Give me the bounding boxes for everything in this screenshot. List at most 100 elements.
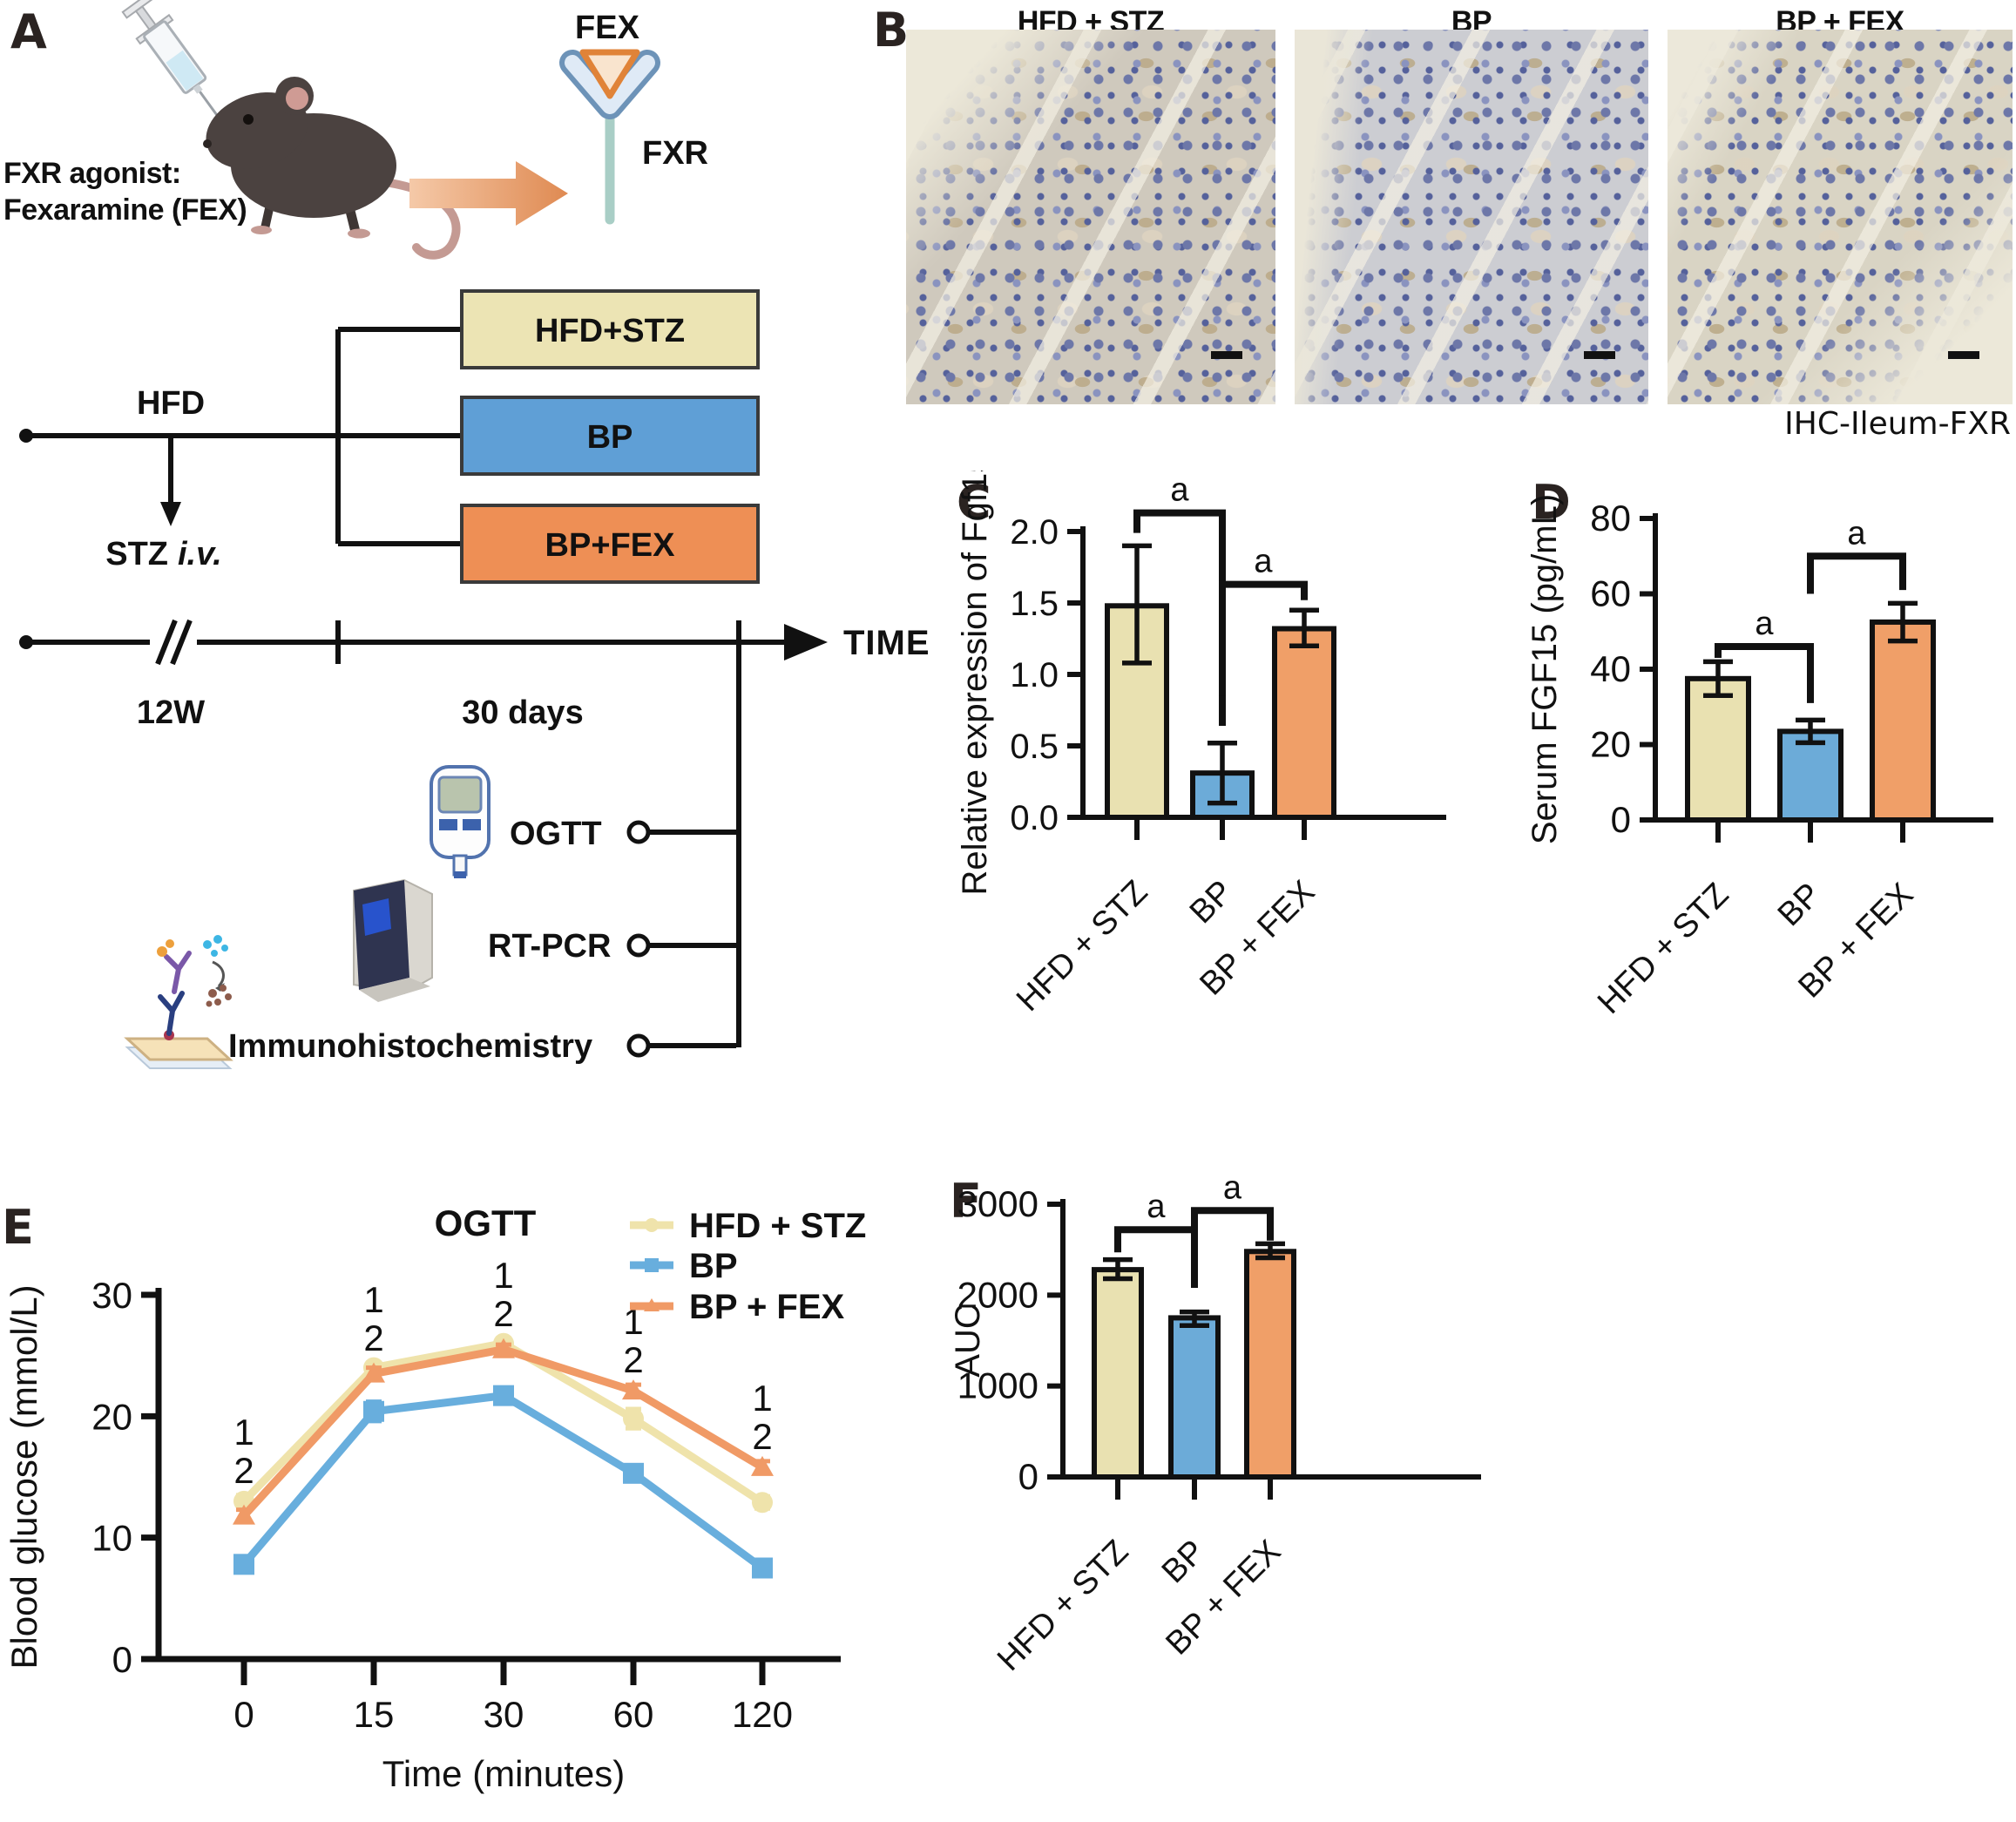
category-label: BP [1155,1534,1213,1591]
stz-label: STZ [105,536,168,572]
category-label: HFD + STZ [1010,874,1154,1019]
bar-hfd-stz [1105,543,1169,820]
panel-d-label: D [1532,475,1571,530]
glucometer-icon [430,765,490,878]
bar-hfd-stz [1685,659,1751,823]
syringe-icon [121,0,219,117]
tissue-lumen [1668,30,2013,404]
mouse-icon [203,77,461,260]
significance-label: a [1223,1169,1242,1206]
x-tick-label: 30 [484,1694,524,1735]
bar-bp [1190,740,1255,821]
ihc-image-bp-fex [1668,30,2013,404]
y-tick-label: 0 [1611,799,1631,840]
svg-text:1: 1 [233,1412,254,1453]
chart-title: OGTT [435,1202,537,1243]
y-tick-label: 1.5 [1010,585,1059,623]
svg-text:2: 2 [233,1450,254,1491]
scale-bar [1584,351,1615,359]
time-axis [19,619,828,1047]
axes: 0 10 20 30 0 15 30 60 120 [91,1275,841,1735]
scale-bar [1211,351,1242,359]
x-axis-title: Time (minutes) [382,1753,625,1794]
x-tick-label: 120 [732,1694,793,1735]
significance-numbers: 12 [233,1412,254,1491]
y-tick-label: 1000 [957,1365,1038,1406]
ogtt-connector-dot [626,820,651,844]
bar-bp-fex [1244,1241,1296,1480]
fxr-agonist-line1: FXR agonist: [3,157,181,190]
svg-text:2: 2 [363,1317,383,1358]
ihc-image-bp [1295,30,1648,404]
svg-text:BP: BP [689,1247,738,1285]
ihc-image-hfd-stz [906,30,1275,404]
significance-bracket: a [1219,544,1308,696]
fxr-agonist-line2: Fexaramine (FEX) [3,193,247,227]
y-tick-label: 0.0 [1010,799,1059,837]
assay-rtpcr-label: RT-PCR [488,928,611,965]
svg-text:1: 1 [363,1279,383,1320]
days-label: 30 days [462,694,583,731]
significance-bracket: a [1715,606,1814,703]
significance-label: a [1847,515,1866,552]
significance-label: a [1147,1189,1166,1225]
axes: 0 20 40 60 80 [1590,498,1993,843]
panel-e-label: E [2,1200,34,1255]
arrow-right-icon [409,161,568,226]
fxr-label: FXR [642,135,708,172]
legend-item-bp: BP [630,1247,738,1285]
scale-bar [1948,351,1979,359]
y-axis-title: Blood glucose (mmol/L) [3,1284,44,1669]
svg-text:BP + FEX: BP + FEX [689,1288,845,1326]
significance-numbers: 12 [363,1279,383,1358]
significance-numbers: 12 [623,1301,643,1380]
bar-bp [1168,1309,1221,1480]
svg-text:HFD+STZ: HFD+STZ [535,313,685,349]
stz-iv-label: i.v. [178,536,222,572]
bar-bp-fex [1272,607,1336,820]
category-label: HFD + STZ [991,1534,1135,1678]
x-tick-label: 60 [613,1694,654,1735]
y-tick-label: 20 [91,1396,132,1437]
bar-hfd-stz [1092,1256,1144,1480]
significance-bracket: a [1807,515,1906,594]
significance-numbers: 12 [493,1255,513,1334]
bar-bp [1777,717,1843,823]
significance-label: a [1755,606,1774,642]
y-tick-label: 0 [1018,1456,1038,1497]
panel-a-label: A [10,4,47,59]
pcr-machine-icon [353,878,433,1002]
ihc-connector-dot [626,1033,651,1058]
y-tick-label: 1.0 [1010,656,1059,694]
axes: 0.0 0.5 1.0 1.5 2.0 [1010,513,1446,840]
x-tick-label: 15 [354,1694,395,1735]
panel-f-label: F [950,1174,982,1229]
category-label: BP [1771,877,1829,934]
svg-text:BP+FEX: BP+FEX [545,527,676,564]
y-tick-label: 20 [1590,724,1631,765]
ihc-caption: IHC-Ileum-FXR [1784,406,2011,442]
significance-bracket: a [1191,1169,1274,1288]
panel-c-label: C [957,475,991,530]
svg-text:2: 2 [493,1293,513,1334]
fex-label: FEX [575,10,640,46]
y-tick-label: 60 [1590,573,1631,614]
antibody-slide-icon [124,935,233,1069]
fxr-receptor-icon [559,49,660,225]
group-branch-diagram [19,327,462,546]
svg-text:BP: BP [587,419,633,456]
group-box-hfd-stz: HFD+STZ [460,289,760,369]
assay-ihc-label: Immunohistochemistry [228,1028,592,1065]
svg-text:HFD + STZ: HFD + STZ [689,1207,866,1245]
rtpcr-connector-dot [626,933,651,958]
panel-b-label: B [873,3,910,58]
svg-text:2: 2 [623,1339,643,1380]
y-axis-title: Serum FGF15 (pg/mL) [1526,494,1564,844]
svg-text:1: 1 [752,1378,772,1419]
